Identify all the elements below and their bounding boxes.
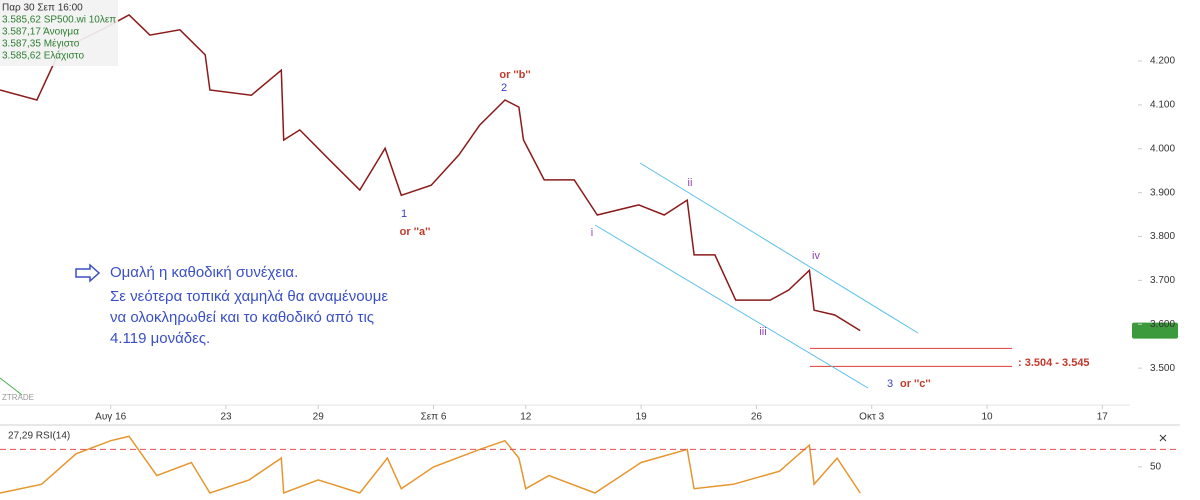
y-tick-label: 3.700 [1150,275,1175,286]
y-tick-label: 3.900 [1150,187,1175,198]
channel-line [639,162,919,334]
wave-label: 3 [887,378,893,390]
x-tick-label: 17 [1097,412,1109,423]
x-tick-label: Σεπ 6 [421,412,447,423]
wave-label: or ''a'' [400,226,431,238]
comment-line: 4.119 μονάδες. [110,330,210,347]
legend-line: 3.587,17 Άνοιγμα [2,27,79,38]
close-button[interactable] [1159,434,1167,442]
wave-label: ii [688,177,693,189]
x-tick-label: 29 [313,412,325,423]
x-tick-label: 19 [636,412,648,423]
wave-label: i [591,227,593,239]
y-tick-label: 4.000 [1150,143,1175,154]
comment-line: να ολοκληρωθεί και το καθοδικό από τις [110,309,374,326]
close-icon[interactable] [1159,434,1167,442]
wave-label: or ''c'' [900,378,931,390]
x-tick-label: Οκτ 3 [859,412,885,423]
comment-line: Ομαλή η καθοδική συνέχεια. [110,264,298,281]
y-tick-label: 50 [1150,462,1162,473]
y-tick-label: 4.100 [1150,100,1175,111]
y-tick-label: 3.800 [1150,231,1175,242]
y-tick-label: 3.500 [1150,363,1175,374]
arrow-icon [75,263,101,283]
wave-label: iii [759,326,766,338]
legend-line: 3.587,35 Μέγιστο [2,38,80,50]
x-tick-label: 26 [751,412,763,423]
x-tick-label: Αυγ 16 [95,412,126,423]
comment-line: Σε νεότερα τοπικά χαμηλά θα αναμένουμε [110,288,388,305]
wave-label: iv [812,250,820,262]
watermark: ZTRADE [2,393,34,402]
legend-box [0,0,118,66]
y-tick-label: 4.200 [1150,56,1175,67]
legend-line: 3.585,62 SP500.wi 10λεπ [2,15,116,26]
wave-label: 1 [401,208,407,220]
x-tick-label: 10 [981,412,993,423]
last-price-tag [1132,322,1178,339]
wave-label: 2 [501,82,507,94]
price-line [0,435,861,495]
x-tick-label: 12 [520,412,532,423]
rsi-label: 27,29 RSI(14) [8,431,70,442]
y-tick-label: 3.600 [1150,319,1175,330]
target-label: : 3.504 - 3.545 [1018,357,1090,369]
legend-date: Παρ 30 Σεπ 16:00 [2,3,83,14]
drawing-line [0,377,23,396]
channel-line [594,224,869,389]
x-tick-label: 23 [220,412,232,423]
wave-label: or ''b'' [499,69,531,81]
legend-line: 3.585,62 Ελάχιστο [2,50,84,62]
price-line [0,13,861,332]
